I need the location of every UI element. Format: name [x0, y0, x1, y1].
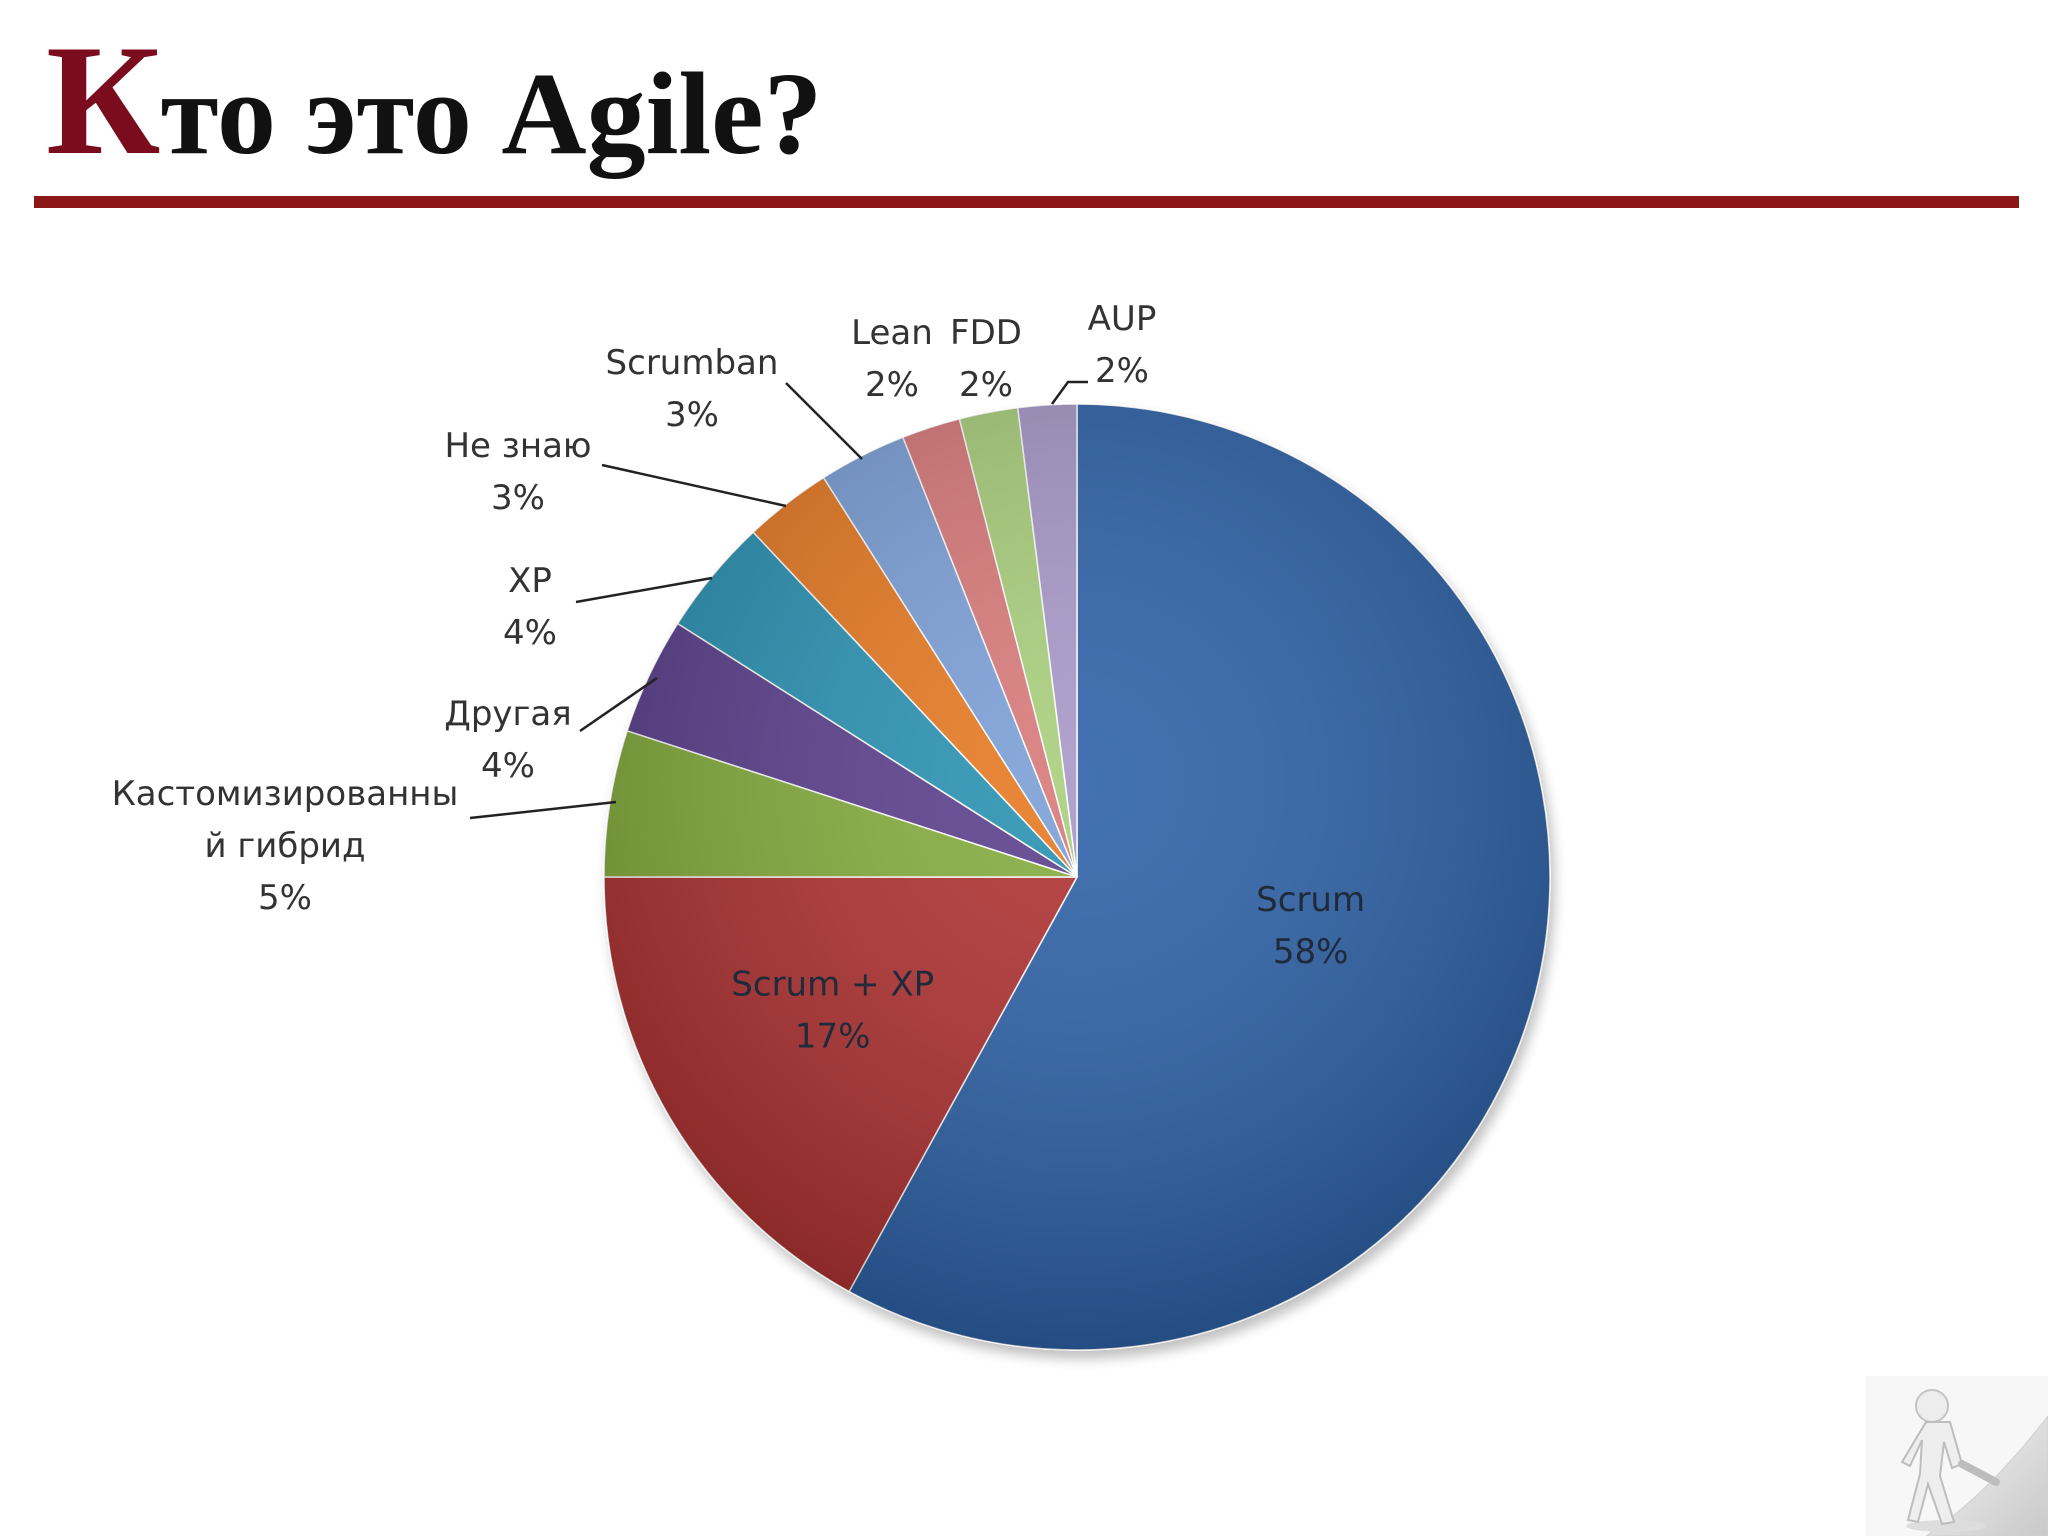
slice-name-label: Scrumban: [606, 343, 779, 383]
slice-label-scrum-xp: Scrum + XP 17%: [731, 964, 934, 1056]
title-underline: [34, 196, 2019, 208]
leader-line-не-знаю: [601, 463, 787, 508]
slice-name-label: Scrum: [1256, 880, 1365, 920]
slice-label-fdd: FDD 2%: [950, 313, 1022, 405]
slice-value-label: 3%: [665, 395, 719, 435]
slice-label-другая: Другая 4%: [444, 694, 571, 786]
slice-value-label: 2%: [865, 365, 919, 405]
slice-name-label: AUP: [1088, 299, 1157, 339]
slice-name-label: Scrum + XP: [731, 964, 934, 1004]
pie-slices: [603, 403, 1551, 1351]
slice-label-lean: Lean 2%: [851, 313, 933, 405]
slice-label-scrum: Scrum 58%: [1256, 880, 1365, 972]
slice-name-label: FDD: [950, 313, 1022, 353]
leader-line-кастомизированный-гибрид: [469, 800, 617, 820]
title-initial-letter: К: [46, 13, 161, 188]
slice-name-label: Другая: [444, 694, 571, 734]
slice-label-xp: XP 4%: [503, 561, 557, 653]
slide-title: Кто это Agile?: [46, 22, 823, 180]
slice-value-label: 17%: [795, 1016, 871, 1056]
slice-value-label: 5%: [258, 878, 312, 918]
slice-value-label: 4%: [481, 746, 535, 786]
leader-lines: [469, 380, 1088, 820]
slice-label-scrumban: Scrumban 3%: [606, 343, 779, 435]
slice-name-label: XP: [508, 561, 552, 601]
slice-value-label: 3%: [491, 478, 545, 518]
slice-label-кастомизированный-гибрид: Кастомизированны й гибрид 5%: [112, 774, 459, 918]
leader-line-xp: [575, 576, 713, 604]
slice-value-label: 2%: [959, 365, 1013, 405]
slice-name-label: Не знаю: [444, 426, 591, 466]
leader-line-scrumban: [785, 382, 863, 460]
slice-name-label: Кастомизированны: [112, 774, 459, 814]
slice-value-label: 2%: [1095, 351, 1149, 391]
person-pulling-page-corner-icon: [1866, 1376, 2048, 1536]
slice-labels: Scrum 58% Scrum + XP 17% Кастомизированны й г…: [112, 299, 1366, 1056]
leader-line-aup: [1050, 380, 1088, 405]
slice-label-aup: AUP 2%: [1088, 299, 1157, 391]
slice-label-не-знаю: Не знаю 3%: [444, 426, 591, 518]
leader-line-другая: [579, 676, 658, 733]
slice-value-label: 58%: [1273, 932, 1349, 972]
slice-name-label: Lean: [851, 313, 933, 353]
slice-name-label: й гибрид: [204, 826, 365, 866]
slice-value-label: 4%: [503, 613, 557, 653]
title-text: то это Agile?: [160, 48, 823, 179]
